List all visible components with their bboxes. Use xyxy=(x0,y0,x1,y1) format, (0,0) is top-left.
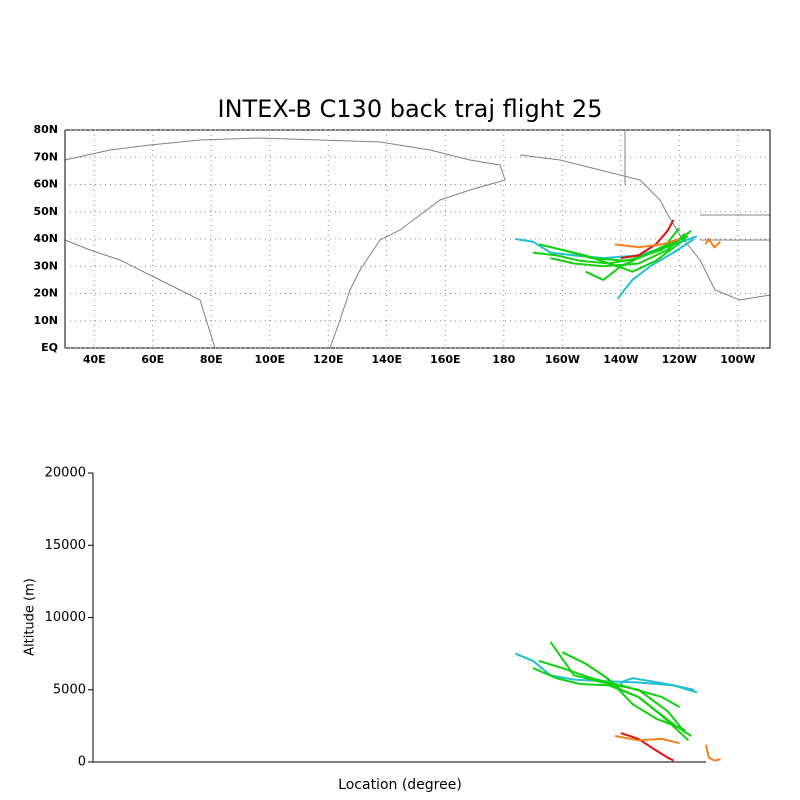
trajectory xyxy=(585,235,689,282)
trajectory xyxy=(550,232,686,268)
trajectory xyxy=(614,238,680,249)
x-tick-label: 80E xyxy=(200,353,223,366)
y-tick-label: 30N xyxy=(33,259,58,272)
y-tick-label: 60N xyxy=(33,178,58,191)
y-tick-label: 20N xyxy=(33,287,58,300)
x-tick-label: 140W xyxy=(603,353,638,366)
trajectory xyxy=(704,237,721,249)
trajectory xyxy=(614,735,680,745)
y-tick-label: 10N xyxy=(33,314,58,327)
trajectory xyxy=(538,659,681,708)
y-tick-label: 0 xyxy=(78,755,86,770)
x-tick-label: 120W xyxy=(662,353,697,366)
trajectory xyxy=(705,744,721,762)
x-tick-label: 40E xyxy=(83,353,106,366)
trajectory xyxy=(561,651,686,732)
trajectory xyxy=(549,641,687,734)
x-tick-label: 100W xyxy=(720,353,755,366)
y-tick-label: 5000 xyxy=(53,682,86,697)
y-axis-label: Altitude (m) xyxy=(23,578,38,656)
y-tick-label: 50N xyxy=(33,205,58,218)
y-tick-label: 70N xyxy=(33,150,58,163)
x-axis-label: Location (degree) xyxy=(338,777,462,793)
x-tick-label: 160W xyxy=(545,353,580,366)
coastlines xyxy=(64,130,771,349)
x-tick-label: 60E xyxy=(141,353,164,366)
y-tick-label: EQ xyxy=(41,341,58,354)
trajectory xyxy=(532,230,692,265)
trajectory xyxy=(617,677,695,691)
x-tick-label: 180 xyxy=(492,353,515,366)
y-tick-label: 10000 xyxy=(45,610,86,625)
y-tick-label: 20000 xyxy=(45,466,86,481)
trajectory xyxy=(532,667,692,737)
x-tick-label: 120E xyxy=(313,353,343,366)
x-tick-label: 140E xyxy=(372,353,402,366)
x-tick-label: 100E xyxy=(255,353,285,366)
y-tick-label: 80N xyxy=(33,123,58,136)
trajectory xyxy=(617,238,695,300)
trajectory xyxy=(562,238,686,273)
y-tick-label: 15000 xyxy=(45,538,86,553)
chart-title: INTEX-B C130 back traj flight 25 xyxy=(218,95,603,123)
x-tick-label: 160E xyxy=(430,353,460,366)
trajectory xyxy=(620,732,675,762)
y-tick-label: 40N xyxy=(33,232,58,245)
